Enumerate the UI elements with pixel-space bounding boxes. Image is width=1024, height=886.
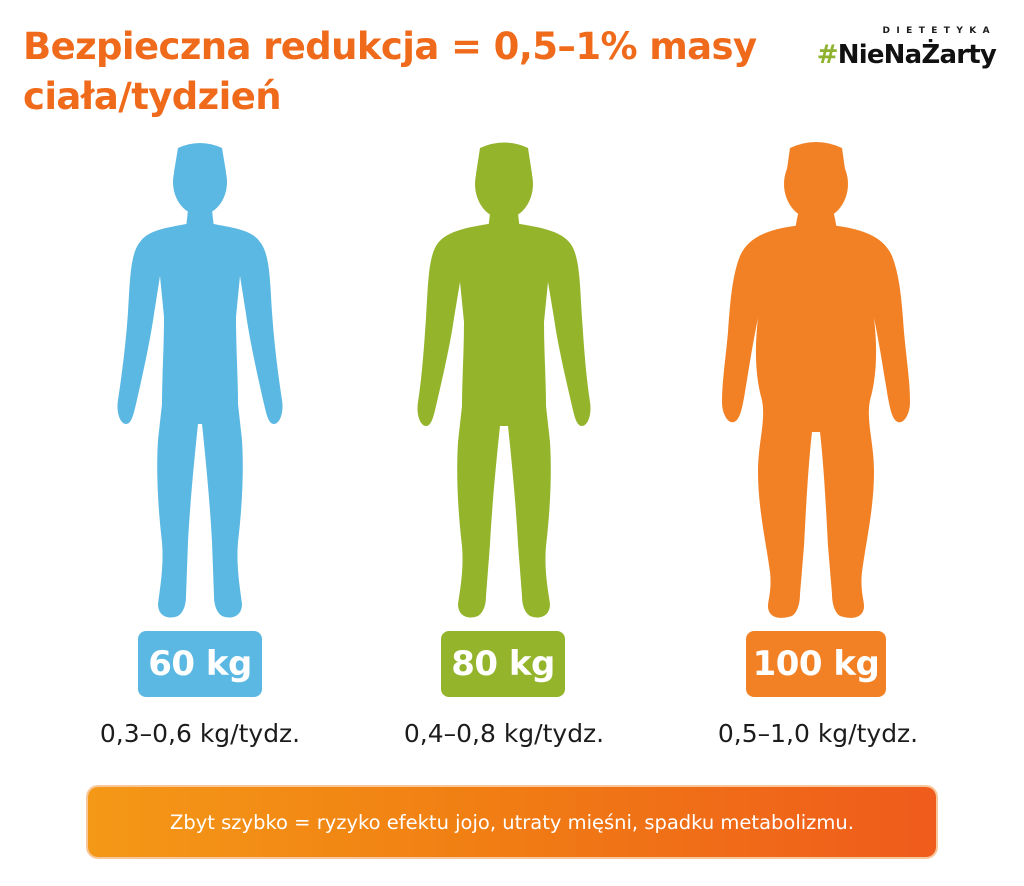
page-title: Bezpieczna redukcja = 0,5–1% masy ciała/…	[23, 25, 757, 118]
brand-logo: DIETETYKA #NieNaŻarty	[816, 26, 997, 70]
warning-banner: Zbyt szybko = ryzyko efektu jojo, utraty…	[88, 787, 936, 857]
rate-label-100: 0,5–1,0 kg/tydz.	[717, 719, 919, 748]
weight-badge-80: 80 kg	[441, 631, 565, 697]
average-body-silhouette-icon	[412, 142, 596, 620]
hashtag-text: NieNaŻarty	[837, 40, 997, 70]
logo-top-label: DIETETYKA	[882, 26, 996, 36]
logo-hashtag: #NieNaŻarty	[816, 40, 997, 70]
hashtag-symbol: #	[816, 40, 839, 70]
heavy-body-shape	[722, 142, 910, 618]
weight-badge-60: 60 kg	[138, 631, 262, 697]
rate-label-60: 0,3–0,6 kg/tydz.	[99, 719, 301, 748]
slim-body-silhouette-icon	[108, 142, 292, 620]
weight-badge-100: 100 kg	[746, 631, 886, 697]
rate-label-80: 0,4–0,8 kg/tydz.	[403, 719, 605, 748]
heavy-body-silhouette-icon	[718, 142, 914, 620]
average-body-shape	[417, 142, 591, 618]
slim-body-shape	[117, 143, 283, 618]
